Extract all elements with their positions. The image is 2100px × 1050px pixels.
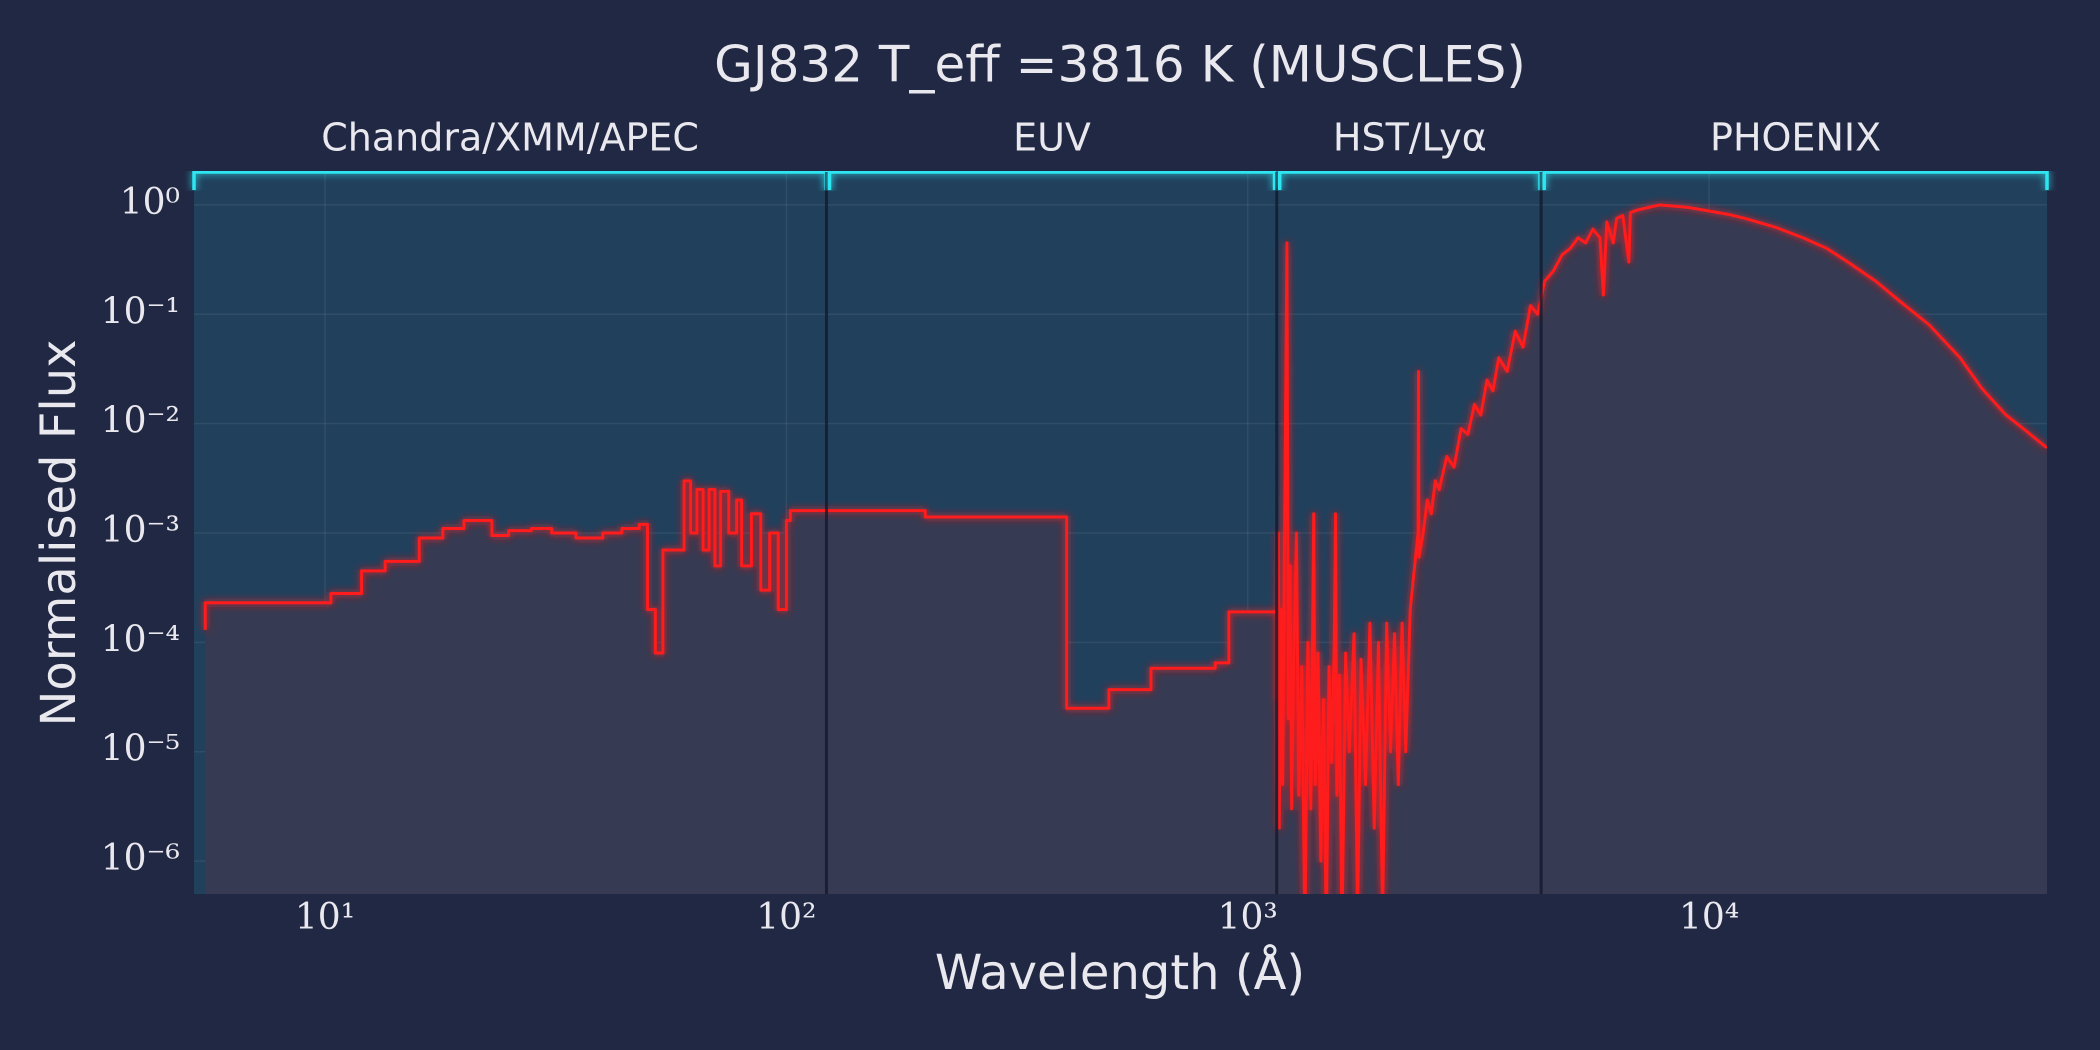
y-axis-label: Normalised Flux	[31, 339, 87, 726]
region-label: Chandra/XMM/APEC	[321, 116, 699, 160]
region-label: EUV	[1013, 116, 1091, 160]
plot-clip	[194, 172, 2047, 894]
x-axis-label: Wavelength (Å)	[935, 944, 1305, 1001]
y-tick-label: 10⁻⁶	[101, 838, 180, 879]
region-label: HST/Lyα	[1333, 116, 1487, 160]
x-tick-label: 10³	[1218, 897, 1278, 938]
chart-title: GJ832 T_eff =3816 K (MUSCLES)	[714, 36, 1526, 94]
y-tick-label: 10⁻⁴	[101, 619, 180, 660]
plot-area	[194, 172, 2047, 894]
x-tick-label: 10⁴	[1679, 897, 1739, 938]
x-tick-label: 10¹	[295, 897, 355, 938]
y-tick-label: 10⁻³	[101, 510, 180, 551]
y-tick-label: 10⁰	[120, 182, 180, 223]
y-tick-label: 10⁻⁵	[101, 729, 180, 770]
region-bracket	[827, 170, 1277, 190]
y-tick-label: 10⁻²	[101, 401, 180, 442]
region-label: PHOENIX	[1710, 116, 1881, 160]
y-tick-label: 10⁻¹	[101, 291, 180, 332]
spectrum-line	[203, 203, 2047, 894]
x-tick-label: 10²	[756, 897, 816, 938]
area-below	[205, 204, 2047, 894]
region-bracket	[1542, 170, 2049, 190]
